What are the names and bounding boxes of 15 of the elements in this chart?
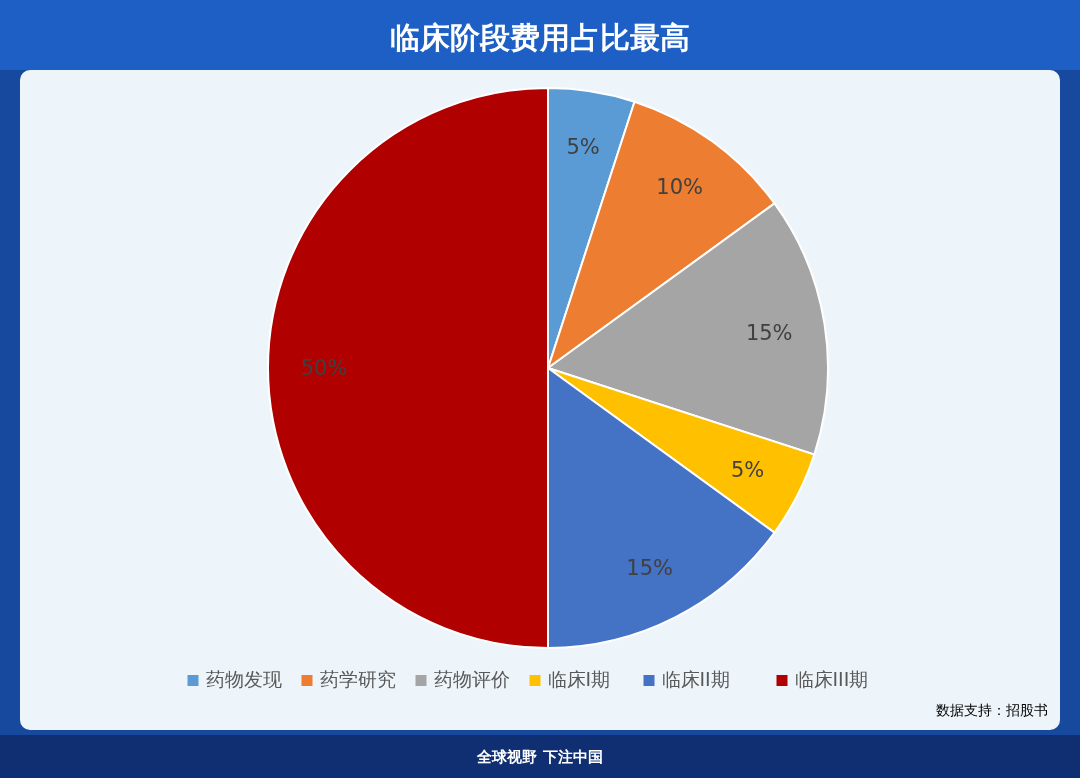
text: 数据支持：招股书 bbox=[936, 702, 1048, 718]
data-label: 5% bbox=[730, 457, 765, 482]
data-label: 15% bbox=[745, 320, 793, 345]
legend-label: 临床II期 bbox=[661, 668, 730, 690]
data-label: 10% bbox=[656, 174, 704, 199]
legend-label: 临床III期 bbox=[794, 668, 869, 690]
text: 全球视野 下注中国 bbox=[476, 748, 603, 766]
legend-label: 药学研究 bbox=[319, 668, 396, 690]
legend-label: 药物发现 bbox=[205, 668, 282, 690]
legend-label: 临床I期 bbox=[547, 668, 611, 690]
legend-label: 药物评价 bbox=[433, 668, 510, 690]
data-label: 5% bbox=[566, 134, 600, 159]
data-label: 50% bbox=[300, 356, 348, 380]
data-label: 15% bbox=[626, 555, 674, 580]
chart-title: 临床阶段费用占比最高 bbox=[390, 20, 690, 55]
